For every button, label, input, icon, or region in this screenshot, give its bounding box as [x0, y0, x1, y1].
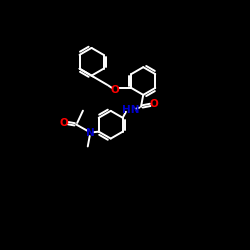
Text: O: O [60, 118, 69, 128]
Text: O: O [150, 100, 158, 110]
Text: HN: HN [122, 105, 140, 115]
Text: N: N [86, 128, 94, 138]
Text: O: O [111, 85, 120, 95]
